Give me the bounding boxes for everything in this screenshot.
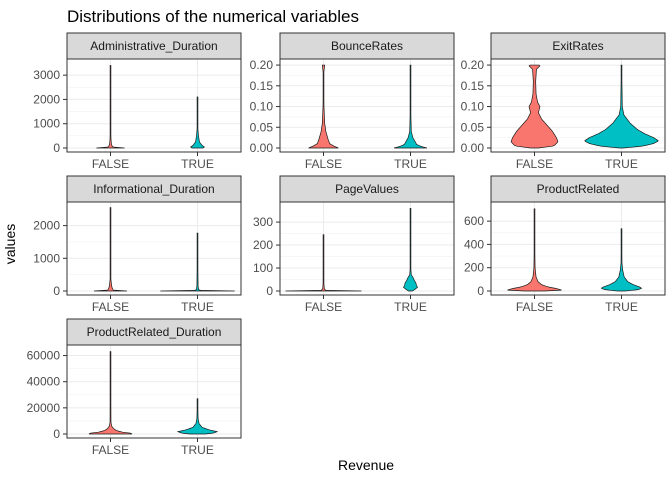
x-tick-label-false: FALSE — [92, 157, 129, 171]
violin-administrative-duration-true — [190, 96, 205, 149]
violin-bouncerates-false — [308, 64, 339, 149]
facet-strip-productrelated-duration — [66, 318, 242, 346]
y-tick-label: 3000 — [33, 68, 60, 82]
y-tick-label: 1000 — [33, 251, 60, 265]
y-tick-label: 200 — [464, 261, 484, 275]
panel-background — [491, 202, 665, 295]
y-tick-label: 0.00 — [250, 141, 274, 155]
x-tick-label-true: TRUE — [181, 300, 214, 314]
y-tick-label: 0.00 — [461, 141, 485, 155]
facet-label-bouncerates: BounceRates — [331, 39, 403, 53]
facet-administrative-duration: Administrative_Duration 0 1000 2000 3000 FALS… — [33, 32, 242, 171]
y-tick-label: 0.20 — [250, 58, 274, 72]
panel-background — [280, 59, 454, 152]
facet-label-pagevalues: PageValues — [335, 182, 399, 196]
panel-border — [66, 58, 242, 153]
facet-strip-administrative-duration — [66, 32, 242, 60]
y-axis-title: values — [2, 224, 18, 264]
panel-border — [490, 201, 666, 296]
x-tick-label-true: TRUE — [605, 157, 638, 171]
y-tick-label: 300 — [253, 215, 273, 229]
facet-productrelated: ProductRelated 0 200 400 600 FALSE TRUE — [464, 175, 666, 314]
y-tick-label: 1000 — [33, 117, 60, 131]
y-tick-label: 0 — [477, 284, 484, 298]
panel-border — [279, 58, 455, 153]
panel-border — [279, 201, 455, 296]
y-tick-label: 400 — [464, 237, 484, 251]
x-tick-label-true: TRUE — [181, 443, 214, 457]
y-tick-label: 0.10 — [250, 100, 274, 114]
y-tick-label: 2000 — [33, 219, 60, 233]
violin-administrative-duration-false — [96, 65, 125, 149]
y-tick-label: 0.15 — [461, 79, 485, 93]
y-tick-label: 40000 — [27, 375, 61, 389]
violin-pagevalues-false — [285, 234, 362, 292]
facet-strip-bouncerates — [279, 32, 455, 60]
facet-productrelated-duration: ProductRelated_Duration 0 20000 40000 60000 F… — [27, 318, 242, 457]
facet-pagevalues: PageValues 0 100 200 300 FALSE TRUE — [253, 175, 455, 314]
facet-strip-productrelated — [490, 175, 666, 203]
facet-informational-duration: Informational_Duration 0 1000 2000 FALSE TRUE — [33, 175, 242, 314]
x-axis-title: Revenue — [338, 457, 394, 473]
y-tick-label: 0.20 — [461, 58, 485, 72]
facets: Administrative_Duration0100020003000FALS… — [27, 32, 666, 457]
y-tick-label: 0.10 — [461, 100, 485, 114]
facet-label-productrelated-duration: ProductRelated_Duration — [87, 325, 222, 339]
violin-exitrates-false — [510, 64, 559, 149]
x-tick-label-true: TRUE — [181, 157, 214, 171]
violin-productrelated-true — [600, 228, 643, 292]
y-tick-label: 2000 — [33, 92, 60, 106]
x-tick-label-false: FALSE — [305, 157, 342, 171]
panel-border — [490, 58, 666, 153]
facet-label-productrelated: ProductRelated — [537, 182, 620, 196]
x-tick-label-false: FALSE — [305, 300, 342, 314]
panel-background — [67, 345, 241, 438]
chart-title: Distributions of the numerical variables — [67, 7, 359, 26]
violin-bouncerates-true — [393, 64, 428, 149]
violin-pagevalues-true — [402, 207, 419, 292]
y-tick-label: 100 — [253, 261, 273, 275]
y-tick-label: 0.05 — [250, 120, 274, 134]
y-tick-label: 0.05 — [461, 120, 485, 134]
x-tick-label-true: TRUE — [394, 300, 427, 314]
y-tick-label: 0 — [53, 284, 60, 298]
violin-exitrates-true — [584, 64, 659, 149]
x-tick-label-false: FALSE — [516, 300, 553, 314]
violin-productrelated-false — [507, 208, 562, 292]
violin-productrelated-duration-true — [176, 398, 219, 435]
panel-background — [280, 202, 454, 295]
x-tick-label-true: TRUE — [394, 157, 427, 171]
y-tick-label: 0 — [53, 427, 60, 441]
y-tick-label: 600 — [464, 214, 484, 228]
y-tick-label: 0 — [53, 141, 60, 155]
facet-exitrates: ExitRates 0.00 0.05 0.10 0.15 0.20 FALSE TRUE — [461, 32, 666, 171]
x-tick-label-false: FALSE — [92, 300, 129, 314]
y-tick-label: 20000 — [27, 401, 61, 415]
facet-label-exitrates: ExitRates — [552, 39, 603, 53]
facet-strip-pagevalues — [279, 175, 455, 203]
panel-border — [66, 344, 242, 439]
panel-border — [66, 201, 242, 296]
violin-informational-duration-true — [160, 232, 235, 292]
violin-productrelated-duration-false — [88, 351, 133, 435]
facet-strip-exitrates — [490, 32, 666, 60]
facet-bouncerates: BounceRates 0.00 0.05 0.10 0.15 0.20 FALSE TRUE — [250, 32, 455, 171]
facet-label-informational-duration: Informational_Duration — [93, 182, 214, 196]
y-tick-label: 0 — [266, 284, 273, 298]
y-tick-label: 200 — [253, 238, 273, 252]
x-tick-label-false: FALSE — [92, 443, 129, 457]
x-tick-label-false: FALSE — [516, 157, 553, 171]
facet-label-administrative-duration: Administrative_Duration — [90, 39, 217, 53]
x-tick-label-true: TRUE — [605, 300, 638, 314]
facet-strip-informational-duration — [66, 175, 242, 203]
panel-background — [67, 202, 241, 295]
panel-background — [67, 59, 241, 152]
violin-informational-duration-false — [94, 207, 127, 292]
y-tick-label: 60000 — [27, 349, 61, 363]
y-tick-label: 0.15 — [250, 79, 274, 93]
